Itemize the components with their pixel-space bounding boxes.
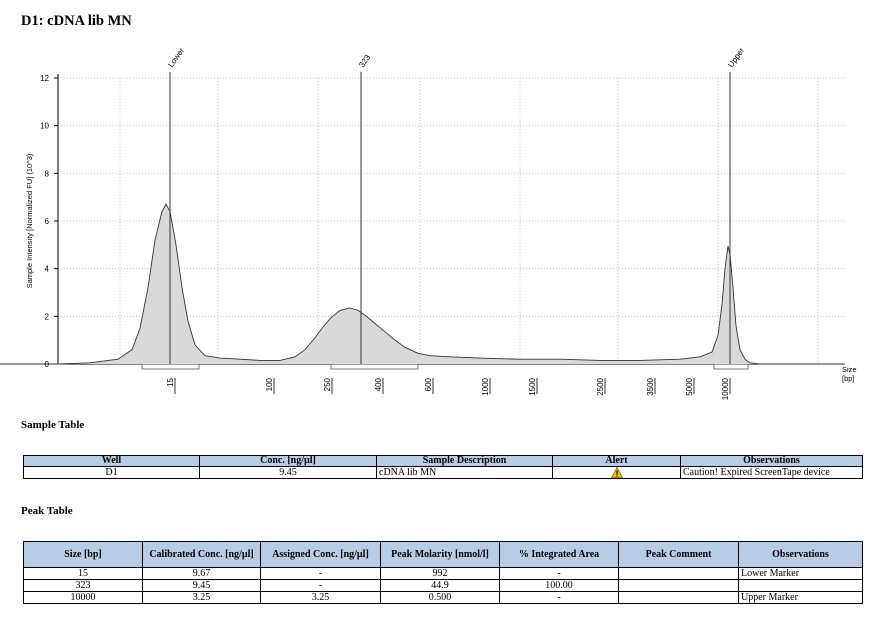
cell-cal-conc: 3.25 xyxy=(142,591,261,604)
y-tick-label: 8 xyxy=(45,169,50,178)
header-observations: Observations xyxy=(738,541,863,568)
y-tick-label: 4 xyxy=(45,265,50,274)
trace-layer xyxy=(0,203,845,365)
cell-observations: Upper Marker xyxy=(738,591,863,604)
header-molarity: Peak Molarity [nmol/l] xyxy=(380,541,500,568)
sample-table-title: Sample Table xyxy=(21,419,85,431)
header-cal-conc: Calibrated Conc. [ng/µl] xyxy=(142,541,261,568)
y-tick-label: 0 xyxy=(45,360,50,369)
sample-table: Well Conc. [ng/µl] Sample Description Al… xyxy=(23,455,863,480)
warning-icon xyxy=(610,467,623,478)
cell-assigned-conc: - xyxy=(260,567,381,580)
y-tick-label: 6 xyxy=(45,217,50,226)
x-tick-label: 400 xyxy=(374,377,383,391)
peak-region-box xyxy=(330,363,419,370)
y-tick-label: 10 xyxy=(40,122,49,131)
x-tick-label: 5000 xyxy=(685,377,694,395)
cell-area: 100.00 xyxy=(499,579,619,592)
x-tick-label: 250 xyxy=(323,377,332,391)
peak-table-header: Size [bp] Calibrated Conc. [ng/µl] Assig… xyxy=(23,541,863,568)
x-tick-label: 600 xyxy=(424,377,433,391)
header-description: Sample Description xyxy=(376,455,553,467)
cell-cal-conc: 9.45 xyxy=(142,579,261,592)
cell-cal-conc: 9.67 xyxy=(142,567,261,580)
peak-region-box xyxy=(713,363,749,370)
x-tick-label: 10000 xyxy=(721,377,730,400)
peak-table: Size [bp] Calibrated Conc. [ng/µl] Assig… xyxy=(23,541,863,604)
cell-area: - xyxy=(499,567,619,580)
y-axis-label: Sample Intensity [Normalized FU] (10^3) xyxy=(25,153,34,288)
cell-comment xyxy=(618,579,739,592)
cell-area: - xyxy=(499,591,619,604)
trace-line xyxy=(0,203,845,365)
cell-molarity: 44.9 xyxy=(380,579,500,592)
cell-description: cDNA lib MN xyxy=(376,465,553,480)
table-row: 10000 3.25 3.25 0.500 - Upper Marker xyxy=(23,591,863,604)
peak-label: Lower xyxy=(166,46,186,69)
header-observations: Observations xyxy=(680,455,863,467)
peak-region-box xyxy=(141,363,200,370)
cell-size: 323 xyxy=(23,579,143,592)
x-tick-label: 2500 xyxy=(596,377,605,395)
sample-table-header: Well Conc. [ng/µl] Sample Description Al… xyxy=(23,455,863,467)
table-row: 15 9.67 - 992 - Lower Marker xyxy=(23,567,863,580)
cell-conc: 9.45 xyxy=(199,465,377,480)
header-well: Well xyxy=(23,455,200,467)
cell-observations: Caution! Expired ScreenTape device xyxy=(680,465,863,480)
peak-markers xyxy=(169,72,731,364)
x-tick-label: 1500 xyxy=(528,377,537,395)
cell-assigned-conc: 3.25 xyxy=(260,591,381,604)
header-alert: Alert xyxy=(552,455,681,467)
y-tick-label: 2 xyxy=(45,312,50,321)
cell-assigned-conc: - xyxy=(260,579,381,592)
cell-observations xyxy=(738,579,863,592)
cell-comment xyxy=(618,591,739,604)
x-tick-label: 100 xyxy=(265,377,274,391)
peak-label: Upper xyxy=(726,46,746,69)
cell-alert xyxy=(552,465,681,480)
cell-size: 15 xyxy=(23,567,143,580)
peak-table-title: Peak Table xyxy=(21,505,73,517)
y-tick-label: 12 xyxy=(40,74,49,83)
header-area: % Integrated Area xyxy=(499,541,619,568)
table-row: D1 9.45 cDNA lib MN Caution! Expired Scr… xyxy=(23,465,863,480)
cell-observations: Lower Marker xyxy=(738,567,863,580)
cell-comment xyxy=(618,567,739,580)
x-tick-label: 3500 xyxy=(646,377,655,395)
x-axis-label: Size xyxy=(842,365,857,374)
cell-molarity: 992 xyxy=(380,567,500,580)
header-comment: Peak Comment xyxy=(618,541,739,568)
peak-label: 323 xyxy=(357,53,372,70)
cell-well: D1 xyxy=(23,465,200,480)
header-size: Size [bp] xyxy=(23,541,143,568)
header-conc: Conc. [ng/µl] xyxy=(199,455,377,467)
x-tick-label: 1000 xyxy=(481,377,490,395)
trace-fill xyxy=(0,204,845,364)
x-axis-unit-label: [bp] xyxy=(842,374,855,383)
table-row: 323 9.45 - 44.9 100.00 xyxy=(23,579,863,592)
page-title: D1: cDNA lib MN xyxy=(21,13,132,29)
chart-grid xyxy=(58,77,845,364)
x-tick-label: 15 xyxy=(166,377,175,386)
electropherogram-chart: 0 2 4 6 8 10 12 Sample Intensity [Normalized FU… xyxy=(0,46,857,400)
header-assigned-conc: Assigned Conc. [ng/µl] xyxy=(260,541,381,568)
cell-molarity: 0.500 xyxy=(380,591,500,604)
cell-size: 10000 xyxy=(23,591,143,604)
